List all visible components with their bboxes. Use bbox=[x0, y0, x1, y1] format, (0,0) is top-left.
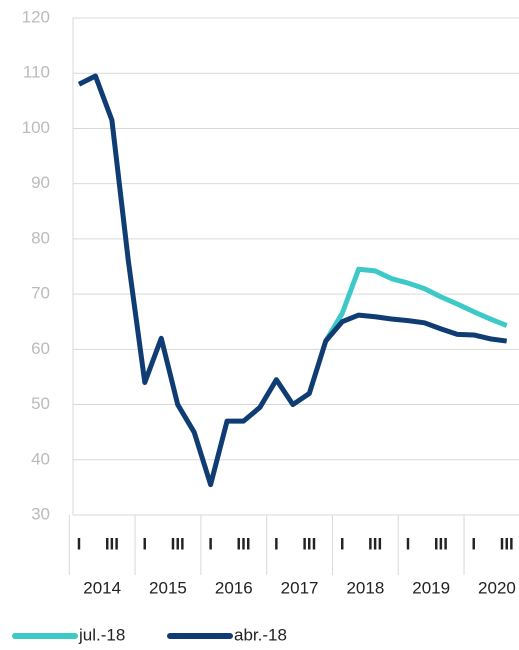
year-label: 2015 bbox=[149, 578, 187, 597]
x-tick-label: III bbox=[236, 534, 250, 553]
x-tick-label: III bbox=[171, 534, 185, 553]
year-label: 2019 bbox=[412, 578, 450, 597]
year-label: 2016 bbox=[215, 578, 253, 597]
x-tick-label: III bbox=[368, 534, 382, 553]
y-tick-label: 80 bbox=[31, 228, 50, 247]
y-tick-label: 90 bbox=[31, 173, 50, 192]
legend-label: abr.-18 bbox=[234, 625, 287, 644]
line-series bbox=[323, 266, 508, 343]
x-tick-label: I bbox=[471, 534, 476, 553]
x-tick-label: I bbox=[142, 534, 147, 553]
x-tick-label: III bbox=[105, 534, 119, 553]
line-series bbox=[77, 73, 508, 488]
y-tick-label: 50 bbox=[31, 394, 50, 413]
legend-label: jul.-18 bbox=[78, 625, 125, 644]
y-tick-label: 60 bbox=[31, 339, 50, 358]
x-tick-label: III bbox=[302, 534, 316, 553]
x-tick-label: I bbox=[208, 534, 213, 553]
year-label: 2018 bbox=[346, 578, 384, 597]
y-tick-label: 30 bbox=[31, 504, 50, 523]
y-tick-label: 110 bbox=[23, 63, 50, 82]
y-tick-label: 40 bbox=[31, 449, 50, 468]
year-label: 2020 bbox=[478, 578, 516, 597]
x-tick-label: I bbox=[274, 534, 279, 553]
y-tick-label: 70 bbox=[31, 284, 50, 303]
x-tick-label: I bbox=[406, 534, 411, 553]
x-tick-label: I bbox=[340, 534, 345, 553]
year-label: 2014 bbox=[83, 578, 121, 597]
y-tick-label: 100 bbox=[22, 118, 50, 137]
year-label: 2017 bbox=[281, 578, 319, 597]
x-tick-label: I bbox=[77, 534, 82, 553]
x-tick-label: III bbox=[500, 534, 514, 553]
x-tick-label: III bbox=[434, 534, 448, 553]
y-tick-label: 120 bbox=[22, 7, 50, 26]
